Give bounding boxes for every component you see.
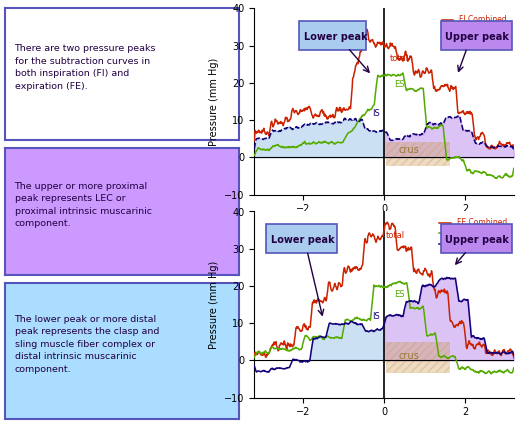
FE Combined	[318, 299, 324, 304]
FE Extrinsic	[447, 354, 453, 360]
FancyBboxPatch shape	[441, 21, 512, 49]
Text: crus: crus	[398, 351, 419, 360]
Y-axis label: Pressure (mm Hg): Pressure (mm Hg)	[209, 261, 218, 349]
FI Extrinsic	[404, 87, 411, 92]
FI Combined	[297, 107, 303, 113]
Bar	[386, 143, 449, 165]
Text: Lower peak: Lower peak	[304, 32, 367, 42]
FI Combined	[404, 59, 411, 64]
FE Extrinsic	[397, 279, 403, 284]
Y-axis label: Pressure (mm Hg): Pressure (mm Hg)	[209, 58, 218, 146]
FancyBboxPatch shape	[441, 224, 512, 253]
Text: ES: ES	[394, 80, 405, 89]
FE Intrinsic	[318, 334, 324, 339]
Text: total: total	[386, 231, 405, 239]
FI Intrinsic	[297, 125, 303, 130]
Text: Upper peak: Upper peak	[445, 32, 509, 42]
Legend: FE Combined, FE Extrinsic, FE Intrinsic: FE Combined, FE Extrinsic, FE Intrinsic	[436, 215, 510, 252]
FI Combined	[318, 109, 324, 114]
FancyBboxPatch shape	[299, 21, 366, 49]
FI Extrinsic	[494, 176, 500, 181]
Line: FI Combined: FI Combined	[254, 29, 514, 149]
FI Intrinsic	[251, 146, 257, 151]
Legend: FI Combined, FI Extrinsic, FI Intrinsic: FI Combined, FI Extrinsic, FI Intrinsic	[439, 12, 510, 49]
FE Combined	[368, 233, 375, 238]
FI Extrinsic	[425, 125, 431, 130]
FI Extrinsic	[297, 142, 303, 147]
FE Intrinsic	[404, 299, 411, 305]
Line: FE Combined: FE Combined	[254, 222, 514, 358]
FE Intrinsic	[425, 282, 431, 287]
FE Intrinsic	[447, 276, 454, 281]
FI Extrinsic	[368, 106, 375, 111]
Text: crus: crus	[398, 145, 419, 155]
FI Intrinsic	[318, 122, 324, 127]
Line: FI Extrinsic: FI Extrinsic	[254, 73, 514, 179]
FI Intrinsic	[457, 113, 463, 118]
FE Combined	[297, 329, 303, 334]
FE Extrinsic	[511, 365, 517, 370]
FI Extrinsic	[400, 70, 406, 75]
Text: total: total	[390, 54, 409, 63]
FancyBboxPatch shape	[266, 224, 337, 253]
FE Extrinsic	[368, 305, 375, 310]
FE Extrinsic	[488, 371, 495, 376]
FE Intrinsic	[511, 352, 517, 357]
FI Intrinsic	[368, 129, 375, 134]
FI Intrinsic	[446, 114, 453, 119]
FI Extrinsic	[511, 166, 517, 171]
Text: IS: IS	[372, 110, 379, 118]
FI Combined	[369, 38, 375, 43]
FE Intrinsic	[369, 328, 375, 333]
FE Combined	[404, 247, 411, 253]
FE Combined	[251, 352, 257, 357]
FE Combined	[447, 318, 453, 323]
FE Extrinsic	[251, 355, 257, 360]
Text: The lower peak or more distal
peak represents the clasp and
sling muscle fiber c: The lower peak or more distal peak repre…	[15, 315, 159, 374]
FI Combined	[251, 138, 257, 143]
FE Extrinsic	[297, 347, 303, 352]
FI Intrinsic	[425, 121, 431, 126]
FI Combined	[447, 87, 453, 92]
Text: Upper peak: Upper peak	[445, 235, 509, 245]
Text: IS: IS	[372, 313, 379, 321]
FE Combined	[511, 355, 517, 360]
Text: The upper or more proximal
peak represents LEC or
proximal intrinsic muscarinic
: The upper or more proximal peak represen…	[15, 182, 152, 228]
Text: (A): (A)	[254, 219, 272, 232]
FI Combined	[425, 69, 431, 74]
FE Extrinsic	[318, 334, 324, 339]
Line: FE Extrinsic: FE Extrinsic	[254, 281, 514, 374]
FI Combined	[364, 27, 370, 32]
Text: There are two pressure peaks
for the subtraction curves in
both inspiration (FI): There are two pressure peaks for the sub…	[15, 44, 156, 91]
FI Extrinsic	[447, 156, 453, 161]
FE Combined	[425, 273, 431, 278]
Line: FE Intrinsic: FE Intrinsic	[254, 277, 514, 372]
FE Intrinsic	[266, 369, 272, 374]
Bar	[386, 342, 449, 371]
FI Combined	[511, 146, 517, 151]
FI Intrinsic	[511, 148, 517, 154]
Text: ES: ES	[394, 290, 405, 299]
FE Intrinsic	[444, 275, 450, 280]
FE Extrinsic	[425, 333, 431, 338]
FE Combined	[384, 220, 390, 225]
FI Extrinsic	[318, 140, 324, 145]
FE Intrinsic	[297, 359, 304, 364]
FI Intrinsic	[404, 133, 411, 138]
Line: FI Intrinsic: FI Intrinsic	[254, 116, 514, 151]
FE Extrinsic	[404, 286, 411, 291]
FE Intrinsic	[251, 363, 257, 368]
FI Extrinsic	[251, 153, 257, 158]
Text: Lower peak: Lower peak	[270, 235, 334, 245]
